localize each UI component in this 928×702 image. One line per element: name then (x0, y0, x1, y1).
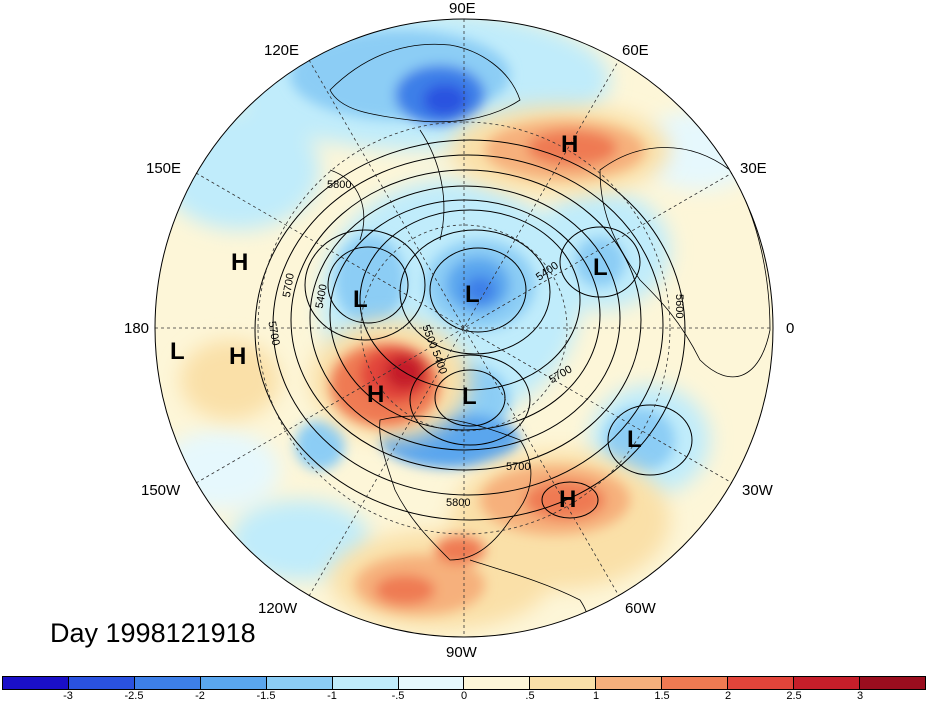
colorbar-tick-label: 2.5 (786, 690, 802, 702)
graticule (155, 19, 773, 637)
colorbar-swatch (3, 677, 69, 689)
lon-label-30w: 30W (742, 482, 773, 499)
colorbar (2, 676, 926, 690)
lon-label-150e: 150E (146, 160, 182, 177)
colorbar-tick-label: 1 (592, 690, 600, 702)
low-pressure-marker: L (353, 286, 368, 313)
colorbar-tick-label: 2 (724, 690, 732, 702)
colorbar-tick-label: -1.5 (256, 690, 276, 702)
high-pressure-marker: H (229, 343, 247, 370)
day-label: Day 1998121918 (50, 618, 256, 648)
high-pressure-marker: H (231, 249, 249, 276)
lon-label-60e: 60E (622, 42, 649, 59)
high-pressure-marker: H (559, 486, 577, 513)
colorbar-swatch (200, 677, 267, 689)
lon-label-120w: 120W (258, 600, 298, 617)
colorbar-tick-label: -2 (195, 690, 205, 702)
colorbar-swatch (266, 677, 333, 689)
high-pressure-marker: H (367, 381, 385, 408)
colorbar-tick-label: .5 (525, 690, 535, 702)
colorbar-tick-label: 3 (856, 690, 864, 702)
colorbar-tick-label: -3 (63, 690, 73, 702)
colorbar-swatch (68, 677, 135, 689)
colorbar-swatch (530, 677, 597, 689)
contour-label: 5700 (281, 272, 297, 298)
low-pressure-marker: L (465, 281, 480, 308)
contour-label: 5700 (265, 320, 281, 346)
colorbar-swatch (398, 677, 465, 689)
colorbar-tick-label: -2.5 (124, 690, 144, 702)
anomaly-field (155, 19, 773, 637)
colorbar-swatch (662, 677, 729, 689)
lon-label-120e: 120E (264, 42, 300, 59)
colorbar-swatch (332, 677, 399, 689)
colorbar-tick-label: 1.5 (654, 690, 670, 702)
contour-label: 5800 (446, 497, 470, 509)
lon-label-30e: 30E (740, 160, 767, 177)
lon-label-60w: 60W (625, 600, 656, 617)
lon-label-90w: 90W (446, 644, 477, 661)
colorbar-swatch (859, 677, 925, 689)
coastlines (329, 43, 771, 637)
colorbar-tick-label: 0 (460, 690, 468, 702)
contour-label: 5700 (506, 461, 530, 473)
colorbar-swatch (134, 677, 201, 689)
low-pressure-marker: L (170, 338, 185, 365)
lon-label-180: 180 (124, 320, 150, 337)
height-contours (254, 139, 693, 521)
map-boundary (154, 18, 774, 638)
low-pressure-marker: L (462, 383, 477, 410)
colorbar-swatch (464, 677, 531, 689)
lon-label-90e: 90E (449, 0, 476, 17)
colorbar-swatch (728, 677, 795, 689)
colorbar-tick-label: -1 (327, 690, 337, 702)
high-pressure-marker: H (561, 131, 579, 158)
lon-label-150w: 150W (141, 482, 181, 499)
contour-label: 5600 (673, 294, 685, 318)
low-pressure-marker: L (593, 254, 608, 281)
colorbar-swatch (794, 677, 860, 689)
colorbar-tick-label: -.5 (391, 690, 405, 702)
lon-label-0: 0 (786, 320, 795, 337)
colorbar-swatch (596, 677, 663, 689)
low-pressure-marker: L (627, 426, 642, 453)
contour-label: 5800 (327, 179, 351, 191)
contour-label: 5400 (314, 283, 330, 309)
